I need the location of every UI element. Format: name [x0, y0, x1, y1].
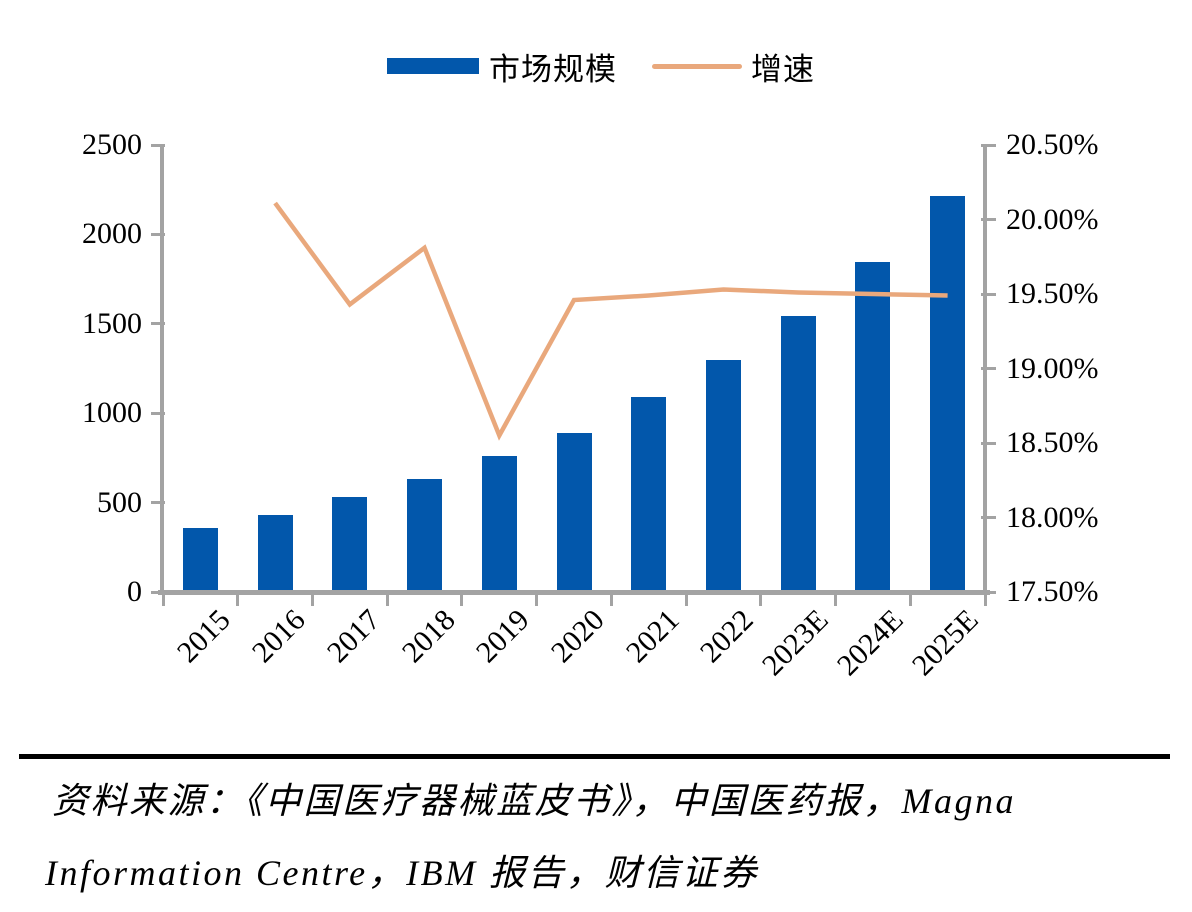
x-label-2020: 2020 [544, 603, 611, 670]
left-axis-label: 1000 [82, 396, 142, 430]
x-label-2022: 2022 [694, 603, 761, 670]
left-axis-tick [151, 501, 165, 505]
x-label-2015: 2015 [171, 603, 237, 670]
left-axis-tick [151, 411, 165, 415]
x-axis-tick [385, 595, 389, 606]
x-axis-tick [908, 595, 912, 606]
x-axis-tick [834, 595, 838, 606]
bar-2022 [705, 359, 741, 590]
bar-2016 [257, 514, 293, 590]
source-divider [19, 754, 1170, 759]
x-axis-tick [161, 595, 165, 606]
legend-item-market-size: 市场规模 [387, 46, 617, 87]
right-axis-tick [981, 143, 996, 147]
legend-label-market-size: 市场规模 [489, 51, 617, 87]
x-axis-line [158, 590, 990, 595]
bar-2024E [855, 261, 891, 590]
right-axis-label: 18.00% [1006, 500, 1099, 534]
bar-2021 [631, 397, 667, 590]
x-axis-tick [609, 595, 613, 606]
x-axis-tick [460, 595, 464, 606]
x-label-2025E: 2025E [905, 603, 985, 683]
left-axis-label: 0 [127, 575, 142, 608]
legend-item-growth: 增速 [652, 46, 815, 87]
bar-2019 [481, 456, 517, 590]
left-axis-label: 1500 [82, 306, 142, 340]
left-axis-tick [151, 322, 165, 326]
right-axis-tick [981, 218, 996, 221]
x-label-2018: 2018 [395, 603, 462, 670]
right-axis-label: 20.00% [1006, 202, 1099, 236]
left-axis-tick [151, 232, 165, 236]
right-axis-label: 19.50% [1006, 277, 1099, 310]
right-axis-label: 20.50% [1006, 128, 1099, 161]
x-axis-tick [759, 595, 763, 606]
left-axis-tick [151, 143, 165, 147]
left-axis-label: 2500 [82, 128, 142, 161]
x-label-2019: 2019 [470, 603, 536, 670]
x-axis-tick [535, 595, 539, 606]
left-axis-label: 2000 [82, 217, 142, 251]
x-axis-tick [684, 595, 688, 606]
right-axis-tick [981, 292, 996, 296]
right-axis-tick [981, 441, 996, 445]
right-axis-tick [981, 367, 996, 370]
bar-legend-swatch [387, 58, 479, 74]
x-axis-tick [310, 595, 314, 606]
right-axis-label: 17.50% [1006, 575, 1099, 608]
right-axis-label: 18.50% [1006, 426, 1099, 459]
x-label-2023E: 2023E [756, 603, 835, 683]
x-label-2017: 2017 [320, 603, 387, 670]
left-axis-line [160, 145, 164, 595]
x-axis-tick [236, 595, 240, 606]
line-legend-swatch [652, 63, 742, 69]
right-axis-line [983, 145, 987, 595]
right-axis-tick [981, 590, 996, 594]
right-axis-tick [981, 516, 996, 519]
source-note-line2: Information Centre，IBM 报告，财信证券 [45, 853, 759, 893]
bar-2025E [930, 196, 966, 590]
right-axis-label: 19.00% [1006, 351, 1099, 385]
x-label-2021: 2021 [619, 603, 686, 670]
bar-2017 [332, 497, 368, 590]
left-axis-tick [151, 590, 165, 594]
bar-2023E [780, 315, 816, 590]
x-axis-tick [983, 595, 987, 606]
x-label-2024E: 2024E [830, 603, 910, 683]
source-note-line1: 资料来源：《中国医疗器械蓝皮书》，中国医药报，Magna [52, 781, 1016, 821]
bar-2015 [182, 527, 218, 590]
bar-2020 [556, 432, 592, 590]
legend-label-growth: 增速 [751, 51, 815, 87]
left-axis-label: 500 [97, 485, 142, 519]
growth-line [273, 201, 948, 441]
x-label-2016: 2016 [245, 603, 312, 670]
bar-2018 [407, 478, 443, 590]
